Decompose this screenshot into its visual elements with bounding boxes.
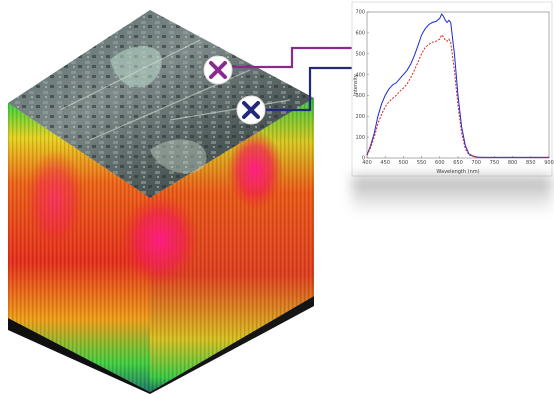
x-tick-label: 550 bbox=[417, 160, 427, 166]
pixel-marker-2[interactable] bbox=[236, 95, 266, 125]
cube-hotspot bbox=[227, 130, 283, 210]
y-tick-label: 100 bbox=[355, 135, 365, 141]
y-tick-label: 0 bbox=[362, 156, 365, 162]
x-tick-label: 700 bbox=[471, 160, 481, 166]
x-tick-label: 900 bbox=[544, 160, 554, 166]
x-tick-label: 450 bbox=[380, 160, 390, 166]
x-tick-label: 500 bbox=[399, 160, 409, 166]
y-tick-label: 200 bbox=[355, 114, 365, 120]
cube-base-right bbox=[150, 296, 314, 394]
x-cross-icon bbox=[209, 61, 227, 79]
y-axis-ticks: 0 100 200 300 400 500 600 700 bbox=[355, 10, 369, 162]
y-tick-label: 600 bbox=[355, 31, 365, 37]
y-tick-label: 300 bbox=[355, 93, 365, 99]
y-tick-label: 500 bbox=[355, 51, 365, 57]
x-tick-label: 650 bbox=[453, 160, 463, 166]
aerial-field bbox=[150, 139, 207, 174]
x-tick-label: 400 bbox=[362, 160, 372, 166]
chart-card-shadow bbox=[352, 176, 552, 214]
cube-top-texture bbox=[8, 10, 314, 198]
y-tick-label: 400 bbox=[355, 72, 365, 78]
x-tick-label: 800 bbox=[508, 160, 518, 166]
chart-series-group bbox=[366, 13, 549, 158]
x-axis-ticks: 400 450 500 550 600 650 700 750 800 850 900 bbox=[362, 156, 554, 166]
x-tick-label: 600 bbox=[435, 160, 445, 166]
x-cross-icon bbox=[242, 101, 260, 119]
y-axis-title: Intensity bbox=[353, 74, 359, 96]
cube-hotspot bbox=[25, 150, 85, 250]
cube-base-front bbox=[8, 318, 150, 394]
spectrum-chart: 400 450 500 550 600 650 700 750 800 850 900 0 100 20… bbox=[353, 10, 554, 175]
aerial-water bbox=[110, 46, 162, 88]
spectrum-line-2 bbox=[366, 33, 549, 158]
x-axis-title: Wavelength (nm) bbox=[436, 169, 479, 175]
x-tick-label: 750 bbox=[490, 160, 500, 166]
chart-card bbox=[351, 1, 553, 177]
pixel-marker-1[interactable] bbox=[203, 55, 233, 85]
x-tick-label: 850 bbox=[526, 160, 536, 166]
cube-hotspot bbox=[120, 194, 200, 286]
y-tick-label: 700 bbox=[355, 10, 365, 16]
